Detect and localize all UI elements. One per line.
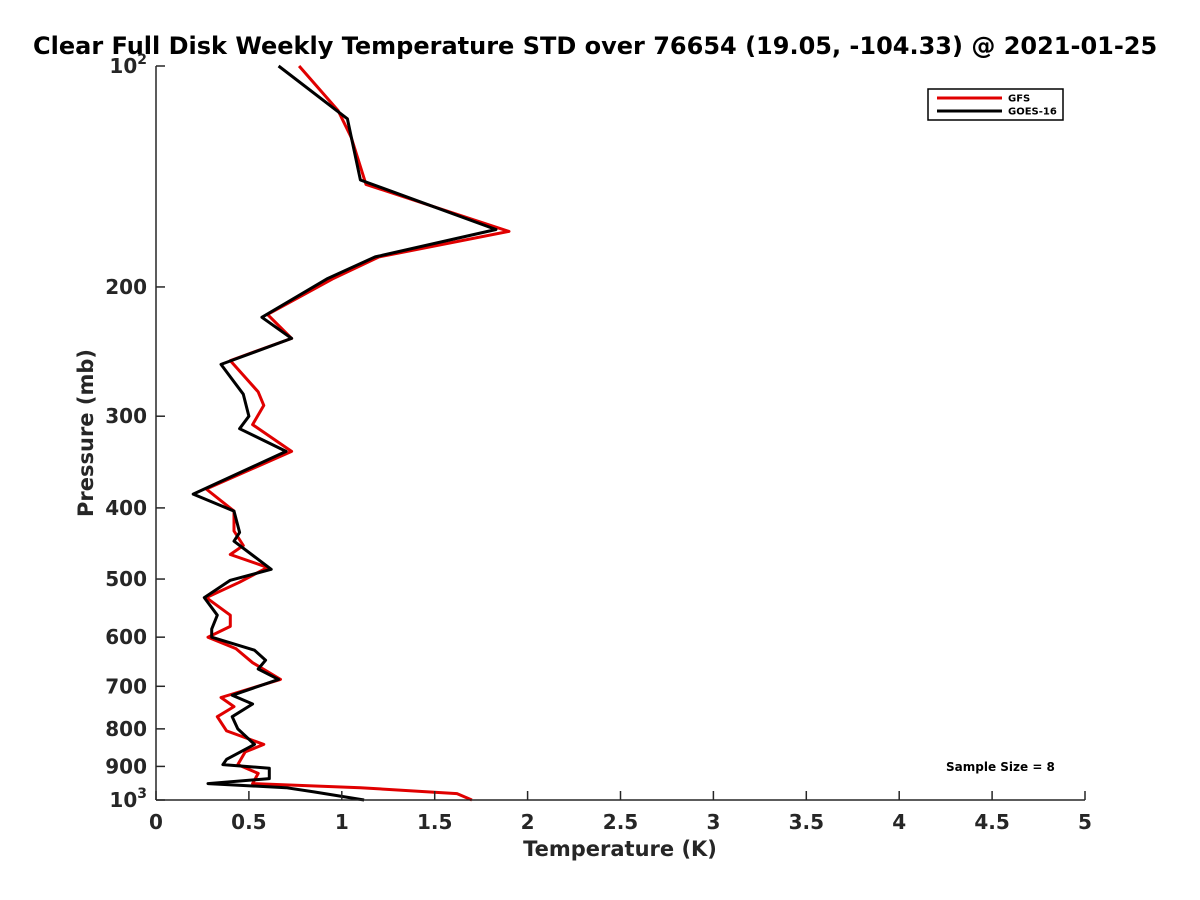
sample-size-annotation: Sample Size = 8 [946,760,1055,774]
series-line-goes-16 [191,64,498,802]
x-tick-label: 3 [706,810,720,834]
y-tick-label: 200 [105,275,147,299]
legend: GFS GOES-16 [927,88,1064,121]
y-tick-exponent: 2 [137,52,147,68]
y-tick-label: 900 [105,754,147,778]
y-tick-exponent: 3 [137,786,147,802]
legend-label: GFS [1008,94,1030,105]
plot-area: 0 0.5 1 1.5 2 2.5 3 3.5 4 4.5 51022003004005006007… [105,52,1092,834]
x-tick-label: 1.5 [417,810,452,834]
x-tick-label: 0 [149,810,163,834]
x-tick-label: 5 [1078,810,1092,834]
y-tick-label: 400 [105,496,147,520]
x-tick-label: 1 [335,810,349,834]
x-tick-label: 0.5 [231,810,266,834]
y-tick-label: 300 [105,404,147,428]
x-axis-label: Temperature (K) [523,837,717,861]
x-tick-label: 4 [892,810,906,834]
y-tick-label: 800 [105,717,147,741]
y-tick-label: 500 [105,567,147,591]
y-tick-label: 600 [105,625,147,649]
y-tick-label: 700 [105,674,147,698]
legend-label: GOES-16 [1008,107,1057,118]
x-tick-label: 4.5 [974,810,1009,834]
y-axis-label: Pressure (mb) [74,349,98,517]
x-tick-label: 2 [521,810,535,834]
chart-title: Clear Full Disk Weekly Temperature STD o… [33,32,1157,60]
x-tick-label: 3.5 [789,810,824,834]
legend-box [927,88,1064,121]
x-tick-label: 2.5 [603,810,638,834]
